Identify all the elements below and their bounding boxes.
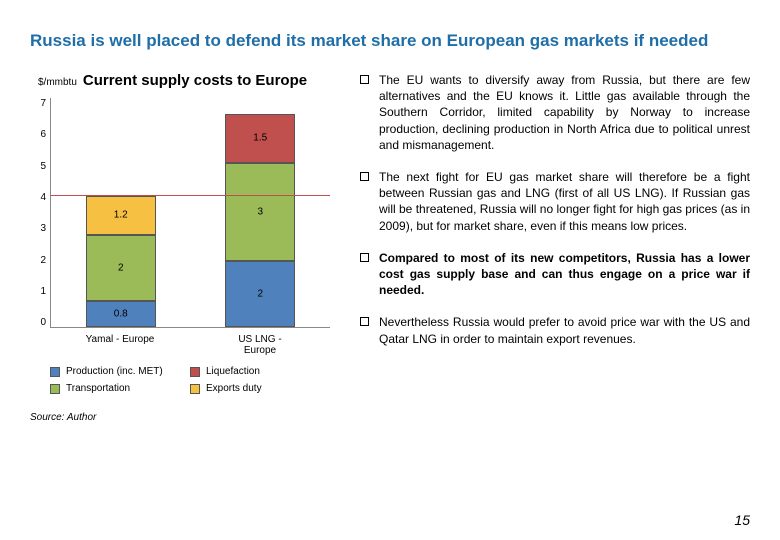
y-axis: 0 1 2 3 4 5 6 7 <box>30 98 50 328</box>
bar-stack: 0.8 2 1.2 <box>86 196 156 327</box>
segment-value-label: 2 <box>118 262 124 273</box>
legend-swatch <box>50 367 60 377</box>
page-number: 15 <box>734 512 750 528</box>
bar-segment: 1.5 <box>225 114 295 163</box>
left-column: $/mmbtu Current supply costs to Europe 0… <box>30 72 330 423</box>
legend-label: Production (inc. MET) <box>66 366 163 377</box>
legend-item: Liquefaction <box>190 366 330 377</box>
legend-swatch <box>190 367 200 377</box>
segment-value-label: 3 <box>257 207 263 218</box>
bullet-marker-icon <box>360 172 369 181</box>
y-axis-unit: $/mmbtu <box>38 77 77 88</box>
x-axis: Yamal - Europe US LNG - Europe <box>50 334 330 356</box>
y-tick: 4 <box>30 192 46 203</box>
y-tick: 3 <box>30 223 46 234</box>
content-row: $/mmbtu Current supply costs to Europe 0… <box>30 72 750 423</box>
segment-value-label: 1.2 <box>114 210 128 221</box>
bar-segment: 3 <box>225 163 295 262</box>
bullet-list: The EU wants to diversify away from Russ… <box>360 72 750 347</box>
bar-stack: 231.5 <box>225 114 295 328</box>
bar-segment: 2 <box>225 261 295 327</box>
x-tick-label: US LNG - Europe <box>225 334 295 356</box>
segment-value-label: 0.8 <box>114 308 128 319</box>
legend-label: Transportation <box>66 383 130 394</box>
chart-plot: 0.821.2231.5 <box>50 98 330 328</box>
x-tick-label: Yamal - Europe <box>85 334 155 356</box>
bullet-text: Compared to most of its new competitors,… <box>379 250 750 299</box>
bullet-text: Nevertheless Russia would prefer to avoi… <box>379 314 750 346</box>
source-label: Source: Author <box>30 412 330 423</box>
bullet-text: The next fight for EU gas market share w… <box>379 169 750 234</box>
bar-segment: 1.2 <box>86 196 156 235</box>
supply-cost-chart: $/mmbtu Current supply costs to Europe 0… <box>30 72 330 394</box>
bullet-marker-icon <box>360 253 369 262</box>
legend-item: Transportation <box>50 383 190 394</box>
bullet-item: The EU wants to diversify away from Russ… <box>360 72 750 153</box>
y-tick: 1 <box>30 286 46 297</box>
y-tick: 5 <box>30 161 46 172</box>
page-title: Russia is well placed to defend its mark… <box>30 30 750 52</box>
legend-swatch <box>50 384 60 394</box>
legend-label: Liquefaction <box>206 366 260 377</box>
legend-swatch <box>190 384 200 394</box>
legend-label: Exports duty <box>206 383 262 394</box>
y-tick: 6 <box>30 129 46 140</box>
bullet-item: The next fight for EU gas market share w… <box>360 169 750 234</box>
y-tick: 7 <box>30 98 46 109</box>
y-tick: 2 <box>30 255 46 266</box>
bullet-item: Nevertheless Russia would prefer to avoi… <box>360 314 750 346</box>
bar-segment: 0.8 <box>86 301 156 327</box>
bullet-item: Compared to most of its new competitors,… <box>360 250 750 299</box>
segment-value-label: 1.5 <box>253 133 267 144</box>
right-column: The EU wants to diversify away from Russ… <box>360 72 750 423</box>
legend-item: Exports duty <box>190 383 330 394</box>
reference-line <box>51 195 330 196</box>
bullet-marker-icon <box>360 317 369 326</box>
bullet-marker-icon <box>360 75 369 84</box>
y-tick: 0 <box>30 317 46 328</box>
bullet-text: The EU wants to diversify away from Russ… <box>379 72 750 153</box>
chart-legend: Production (inc. MET) Liquefaction Transpo… <box>50 366 330 394</box>
chart-title: Current supply costs to Europe <box>60 72 330 90</box>
legend-item: Production (inc. MET) <box>50 366 190 377</box>
bar-segment: 2 <box>86 235 156 301</box>
chart-area: 01234567 0.821.2231.5 <box>30 98 330 328</box>
segment-value-label: 2 <box>257 289 263 300</box>
